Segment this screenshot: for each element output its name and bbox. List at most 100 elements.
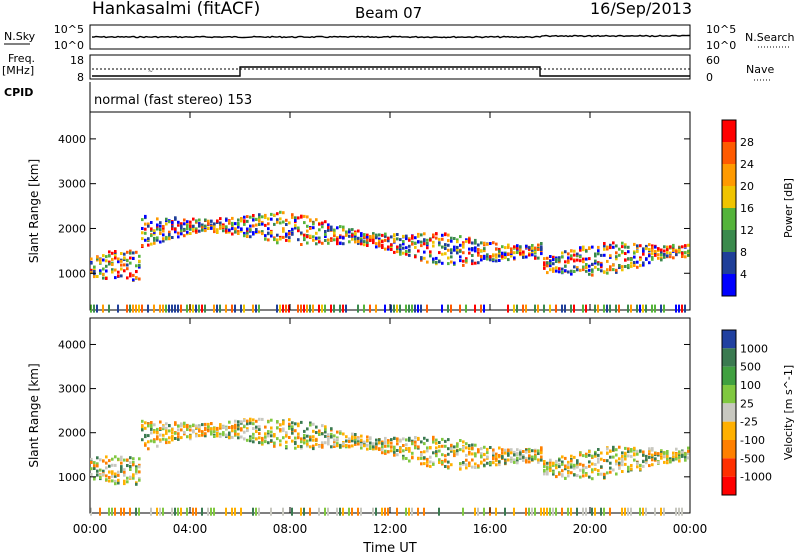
velocity-mark (312, 435, 315, 439)
velocity-mark (171, 434, 174, 438)
x-tick-label: 08:00 (273, 522, 308, 536)
velocity-mark (180, 424, 183, 427)
power-mark (357, 304, 359, 313)
power-mark (636, 304, 638, 313)
velocity-mark (420, 462, 423, 466)
velocity-mark (96, 464, 99, 468)
power-mark (609, 304, 611, 313)
velocity-mark (609, 449, 612, 453)
power-mark (288, 236, 291, 240)
velocity-mark (486, 451, 489, 455)
power-mark (342, 225, 345, 229)
power-mark (444, 232, 447, 236)
velocity-mark (531, 455, 534, 459)
power-mark (252, 232, 255, 236)
power-mark (276, 220, 279, 224)
velocity-mark (432, 438, 435, 442)
power-mark (432, 233, 435, 237)
colorbar-tick-label: 100 (740, 379, 761, 392)
power-mark (321, 304, 323, 313)
velocity-mark (561, 507, 563, 516)
power-mark (639, 258, 642, 262)
power-mark (471, 248, 474, 252)
velocity-mark (453, 452, 456, 455)
velocity-mark (600, 457, 603, 461)
velocity-mark (561, 455, 564, 459)
power-mark (348, 240, 351, 244)
velocity-mark (417, 445, 420, 449)
power-mark (408, 244, 411, 248)
velocity-mark (603, 459, 606, 462)
power-mark (432, 257, 435, 261)
velocity-mark (177, 437, 180, 441)
velocity-mark (153, 440, 156, 444)
velocity-mark (105, 461, 108, 465)
velocity-mark (546, 470, 549, 474)
velocity-mark (288, 418, 291, 422)
power-mark (270, 230, 273, 234)
power-mark (141, 231, 144, 235)
velocity-mark (444, 439, 447, 443)
power-mark (558, 267, 561, 271)
velocity-mark (249, 435, 252, 439)
power-mark (603, 247, 606, 251)
power-mark (435, 256, 438, 260)
velocity-mark (279, 439, 282, 443)
velocity-mark (270, 439, 273, 443)
power-mark (330, 304, 332, 313)
velocity-mark (429, 464, 432, 468)
velocity-mark (258, 441, 261, 445)
velocity-mark (678, 452, 681, 456)
power-mark (387, 239, 390, 243)
power-mark (414, 236, 417, 240)
velocity-mark (375, 445, 378, 449)
velocity-mark (129, 468, 132, 471)
velocity-mark (279, 423, 282, 427)
power-mark (588, 247, 591, 250)
power-mark (477, 251, 480, 255)
velocity-mark (627, 450, 630, 454)
velocity-mark (93, 477, 96, 481)
velocity-mark (465, 442, 468, 446)
power-mark (339, 241, 342, 245)
velocity-mark (342, 442, 345, 446)
velocity-mark (96, 462, 99, 466)
velocity-mark (645, 507, 647, 516)
velocity-mark (525, 456, 528, 460)
power-mark (375, 245, 378, 249)
velocity-mark (543, 460, 546, 463)
power-mark (465, 238, 468, 242)
velocity-mark (162, 437, 165, 441)
power-mark (225, 226, 228, 230)
power-mark (213, 224, 216, 228)
velocity-mark (447, 447, 450, 451)
velocity-mark (198, 429, 201, 433)
power-mark (597, 262, 600, 266)
velocity-mark (606, 459, 609, 463)
power-mark (387, 245, 390, 249)
velocity-mark (567, 463, 570, 467)
power-mark (90, 261, 93, 265)
velocity-mark (450, 447, 453, 451)
power-mark (270, 217, 273, 221)
velocity-mark (501, 456, 504, 460)
power-mark (342, 228, 345, 232)
power-mark (543, 304, 545, 313)
power-mark (456, 238, 459, 242)
power-mark (270, 212, 273, 216)
power-mark (261, 222, 264, 226)
power-mark (312, 304, 314, 313)
power-mark (678, 249, 681, 252)
velocity-mark (324, 507, 326, 516)
power-mark (570, 249, 573, 253)
velocity-mark (342, 507, 344, 516)
power-mark (429, 254, 432, 258)
velocity-mark (465, 453, 468, 457)
power-mark (507, 245, 510, 249)
power-mark (192, 225, 195, 228)
power-mark (621, 268, 624, 272)
power-mark (498, 249, 501, 253)
velocity-mark (186, 425, 189, 429)
power-mark (282, 229, 285, 233)
